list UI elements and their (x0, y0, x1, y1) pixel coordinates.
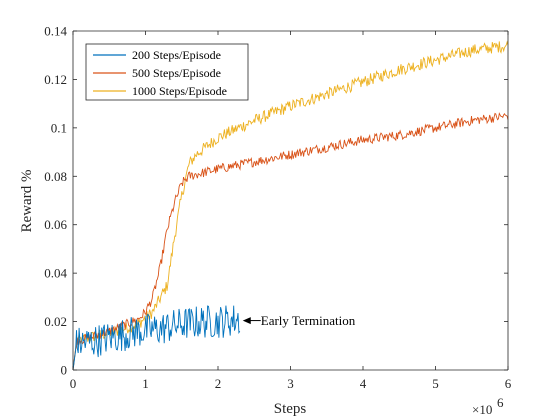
y-tick-label: 0.08 (44, 169, 67, 184)
legend-label-200: 200 Steps/Episode (132, 48, 221, 62)
series-layer (72, 40, 509, 371)
annotation-arrow-head (242, 317, 251, 325)
y-tick-label: 0.02 (44, 314, 67, 329)
early-termination-annotation: Early Termination (242, 313, 356, 328)
legend-label-1000: 1000 Steps/Episode (132, 84, 227, 98)
x-exponent-base: ×10 (472, 402, 492, 417)
y-tick-label: 0.14 (44, 24, 67, 39)
x-tick-label: 1 (142, 376, 149, 391)
y-tick-label: 0.06 (44, 217, 67, 232)
x-tick-label: 2 (215, 376, 222, 391)
series-line-0 (72, 305, 241, 371)
legend-label-500: 500 Steps/Episode (132, 66, 221, 80)
tick-labels: 0 1 2 3 4 5 6 0 0.02 0.04 0.06 0.08 0.1 0.12 0.14 (44, 24, 512, 392)
x-tick-label: 4 (360, 376, 367, 391)
legend: 200 Steps/Episode 500 Steps/Episode 1000… (85, 43, 249, 101)
x-tick-label: 5 (432, 376, 439, 391)
x-tick-label: 3 (287, 376, 294, 391)
y-axis-label: Reward % (19, 170, 35, 233)
y-tick-label: 0.04 (44, 266, 67, 281)
x-exponent-power: 6 (497, 395, 504, 410)
y-tick-label: 0 (61, 363, 68, 378)
axes-layer (72, 30, 509, 371)
y-tick-label: 0.12 (44, 72, 67, 87)
series-line-1 (72, 112, 509, 371)
y-tick-label: 0.1 (51, 120, 67, 135)
x-axis-label: Steps (274, 401, 307, 417)
x-tick-label: 6 (505, 376, 512, 391)
annotation-text: Early Termination (261, 313, 356, 328)
x-exponent-label: ×10 6 (472, 395, 504, 417)
x-tick-label: 0 (70, 376, 77, 391)
